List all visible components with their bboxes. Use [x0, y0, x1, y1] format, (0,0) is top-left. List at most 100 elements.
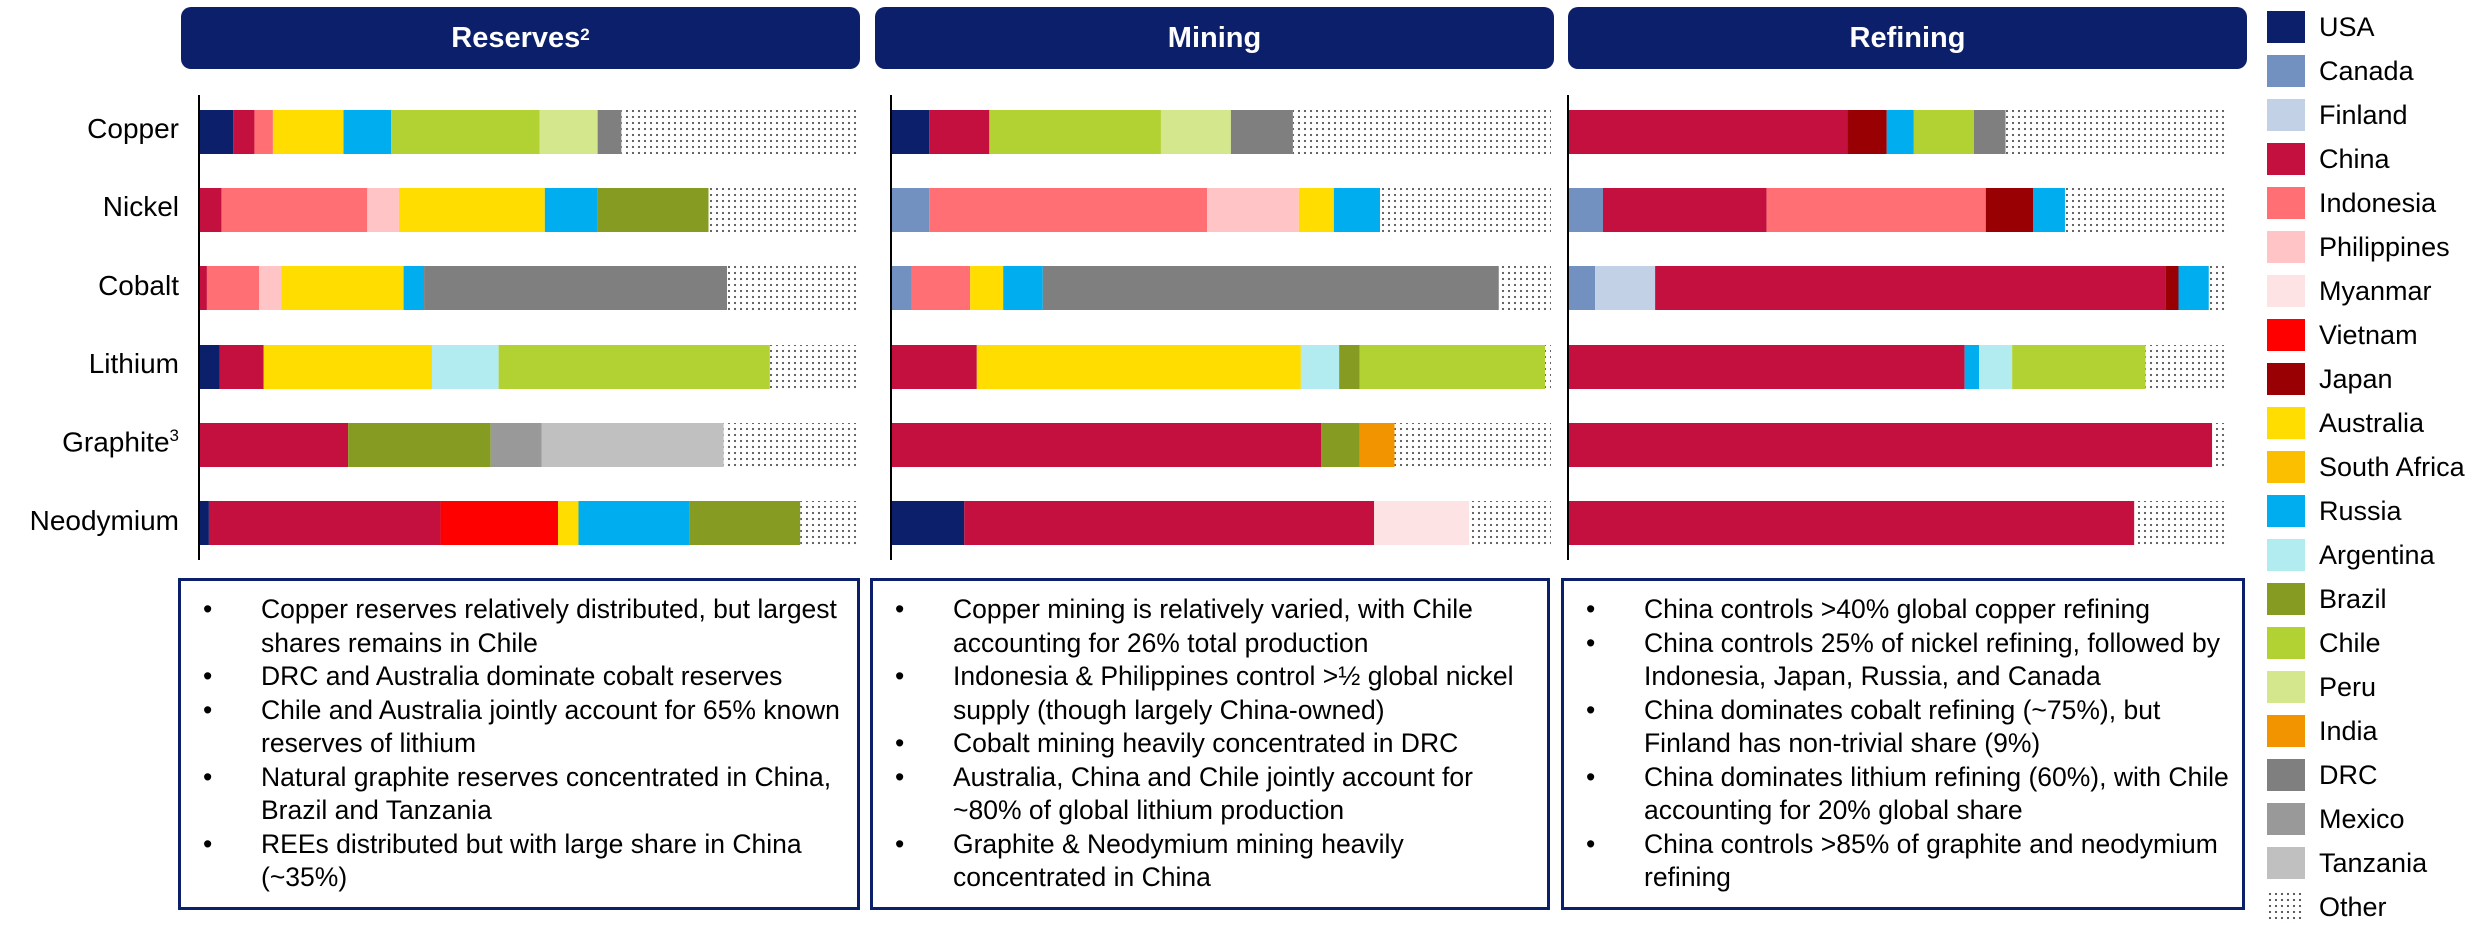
panel-header-reserves: Reserves 2 [181, 7, 860, 69]
bar-segment-graphite-china [1568, 423, 2213, 467]
legend-label: Myanmar [2319, 275, 2432, 306]
bar-segment-lithium-australia [976, 345, 1301, 389]
legend-label: China [2319, 143, 2390, 174]
bars-layer [199, 110, 2228, 545]
bar-segment-lithium-usa [199, 345, 220, 389]
bar-segment-lithium-other [769, 345, 859, 389]
legend-label: Indonesia [2319, 187, 2437, 218]
legend-swatch [2267, 187, 2305, 219]
legend-label: Tanzania [2319, 847, 2428, 878]
note-item: • Cobalt mining heavily concentrated in D… [883, 727, 1537, 761]
note-text: DRC and Australia dominate cobalt reserv… [261, 661, 783, 691]
bar-segment-lithium-chile [498, 345, 770, 389]
bar-segment-neodymium-other [1469, 501, 1551, 545]
legend-item-mexico: Mexico [2267, 797, 2479, 841]
bar-segment-copper-china [929, 110, 990, 154]
bullet: • [895, 828, 905, 859]
bar-segment-lithium-australia [263, 345, 432, 389]
bar-segment-neodymium-usa [891, 501, 965, 545]
bar-segment-cobalt-australia [970, 266, 1004, 310]
bar-segment-copper-china [1568, 110, 1848, 154]
legend-swatch [2267, 671, 2305, 703]
note-text: China dominates lithium refining (60%), … [1644, 761, 2229, 826]
note-item: • Chile and Australia jointly account for… [191, 694, 847, 761]
legend-swatch [2267, 803, 2305, 835]
bar-segment-lithium-russia [1964, 345, 1980, 389]
bullet: • [1586, 694, 1596, 725]
note-item: • China dominates lithium refining (60%),… [1574, 761, 2232, 828]
bar-segment-lithium-other [2145, 345, 2228, 389]
legend-item-canada: Canada [2267, 49, 2479, 93]
bar-segment-copper-usa [891, 110, 930, 154]
legend-item-myanmar: Myanmar [2267, 269, 2479, 313]
bullet: • [203, 661, 213, 691]
legend-item-south-africa: South Africa [2267, 445, 2479, 489]
note-text: Australia, China and Chile jointly accou… [953, 761, 1473, 826]
bar-segment-neodymium-myanmar [1374, 501, 1470, 545]
axes-layer [198, 95, 1569, 560]
notes-box-reserves: • Copper reserves relatively distributed,… [178, 578, 860, 910]
bar-segment-lithium-chile [2012, 345, 2146, 389]
legend-swatch [2267, 539, 2305, 571]
bullet: • [203, 761, 213, 792]
note-text: China dominates cobalt refining (~75%), … [1644, 694, 2161, 759]
bar-segment-copper-drc [1230, 110, 1293, 154]
bar-segment-nickel-australia [398, 188, 545, 232]
legend-swatch [2267, 495, 2305, 527]
bar-segment-cobalt-philippines [259, 266, 282, 310]
bar-segment-nickel-other [1380, 188, 1551, 232]
bar-segment-cobalt-indonesia [206, 266, 260, 310]
note-item: • Indonesia & Philippines control >½ glob… [883, 660, 1537, 727]
bar-segment-lithium-argentina [431, 345, 499, 389]
note-text: Chile and Australia jointly account for … [261, 694, 840, 759]
bar-segment-lithium-brazil [1339, 345, 1360, 389]
bar-segment-cobalt-russia [403, 266, 425, 310]
legend-label: Japan [2319, 363, 2393, 394]
legend-label: USA [2319, 11, 2375, 42]
legend-label: Vietnam [2319, 319, 2418, 350]
note-text: Cobalt mining heavily concentrated in DR… [953, 728, 1459, 758]
bullet: • [1586, 761, 1596, 792]
legend-item-japan: Japan [2267, 357, 2479, 401]
note-text: Natural graphite reserves concentrated i… [261, 761, 832, 826]
legend-swatch [2267, 847, 2305, 879]
bar-segment-graphite-other [2212, 423, 2228, 467]
bar-segment-copper-peru [1160, 110, 1231, 154]
legend-item-brazil: Brazil [2267, 577, 2479, 621]
legend-item-tanzania: Tanzania [2267, 841, 2479, 885]
bar-segment-lithium-china [219, 345, 264, 389]
note-item: • Australia, China and Chile jointly acco… [883, 761, 1537, 828]
legend-item-australia: Australia [2267, 401, 2479, 445]
legend-label: Australia [2319, 407, 2425, 438]
note-text: China controls >85% of graphite and neod… [1644, 828, 2218, 893]
bar-segment-nickel-other [2064, 188, 2228, 232]
bar-segment-neodymium-china [964, 501, 1375, 545]
bar-segment-cobalt-drc [1042, 266, 1499, 310]
bar-segment-copper-china [233, 110, 255, 154]
bar-segment-nickel-canada [1568, 188, 1603, 232]
panel-title: Reserves [451, 21, 581, 54]
legend-label: South Africa [2319, 451, 2465, 482]
note-item: • China dominates cobalt refining (~75%),… [1574, 694, 2232, 761]
legend-item-philippines: Philippines [2267, 225, 2479, 269]
note-item: • Copper mining is relatively varied, wit… [883, 593, 1537, 660]
legend-swatch [2267, 759, 2305, 791]
legend-swatch [2267, 319, 2305, 351]
bar-segment-nickel-indonesia [221, 188, 368, 232]
bar-segment-graphite-china [891, 423, 1322, 467]
bar-segment-copper-drc [1973, 110, 2006, 154]
note-text: REEs distributed but with large share in… [261, 828, 802, 893]
legend-swatch [2267, 231, 2305, 263]
legend-item-china: China [2267, 137, 2479, 181]
bar-segment-copper-chile [391, 110, 540, 154]
bar-segment-lithium-china [1568, 345, 1965, 389]
bar-segment-copper-other [621, 110, 859, 154]
bullet: • [895, 761, 905, 792]
bar-segment-graphite-other [723, 423, 859, 467]
bar-segment-copper-australia [272, 110, 344, 154]
row-label-nickel: Nickel [102, 191, 179, 222]
legend-label: Canada [2319, 55, 2414, 86]
bar-segment-lithium-argentina [1300, 345, 1340, 389]
bar-segment-nickel-philippines [367, 188, 399, 232]
bar-segment-nickel-brazil [597, 188, 709, 232]
